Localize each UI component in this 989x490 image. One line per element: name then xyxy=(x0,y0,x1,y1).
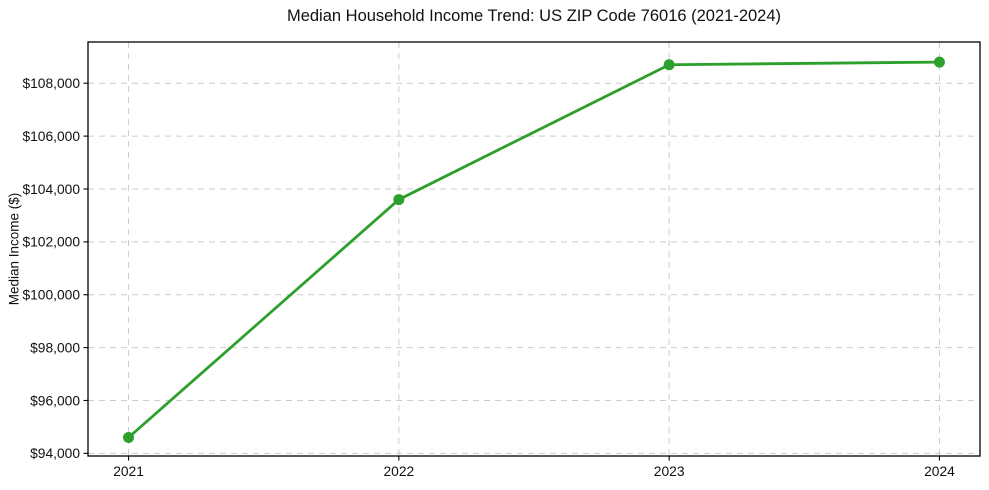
y-tick-label: $96,000 xyxy=(30,393,80,408)
data-point xyxy=(123,431,135,443)
trend-line xyxy=(127,60,941,439)
data-point xyxy=(663,59,675,71)
chart-title: Median Household Income Trend: US ZIP Co… xyxy=(286,7,782,25)
x-tick-label: 2021 xyxy=(113,464,144,479)
x-tick-label: 2023 xyxy=(654,464,685,479)
y-tick-label: $108,000 xyxy=(22,76,80,91)
plot-frame xyxy=(87,41,981,457)
data-point xyxy=(393,194,405,206)
y-tick-label: $106,000 xyxy=(22,129,80,144)
y-tick-label: $94,000 xyxy=(30,446,80,461)
y-tick-label: $100,000 xyxy=(22,288,80,303)
y-axis-label: Median Income ($) xyxy=(6,192,22,306)
y-tick-label: $104,000 xyxy=(22,182,80,197)
data-point xyxy=(933,56,945,68)
y-tick-label: $98,000 xyxy=(30,340,80,355)
x-tick-label: 2024 xyxy=(924,464,955,479)
y-tick-label: $102,000 xyxy=(22,235,80,250)
x-tick-label: 2022 xyxy=(383,464,414,479)
